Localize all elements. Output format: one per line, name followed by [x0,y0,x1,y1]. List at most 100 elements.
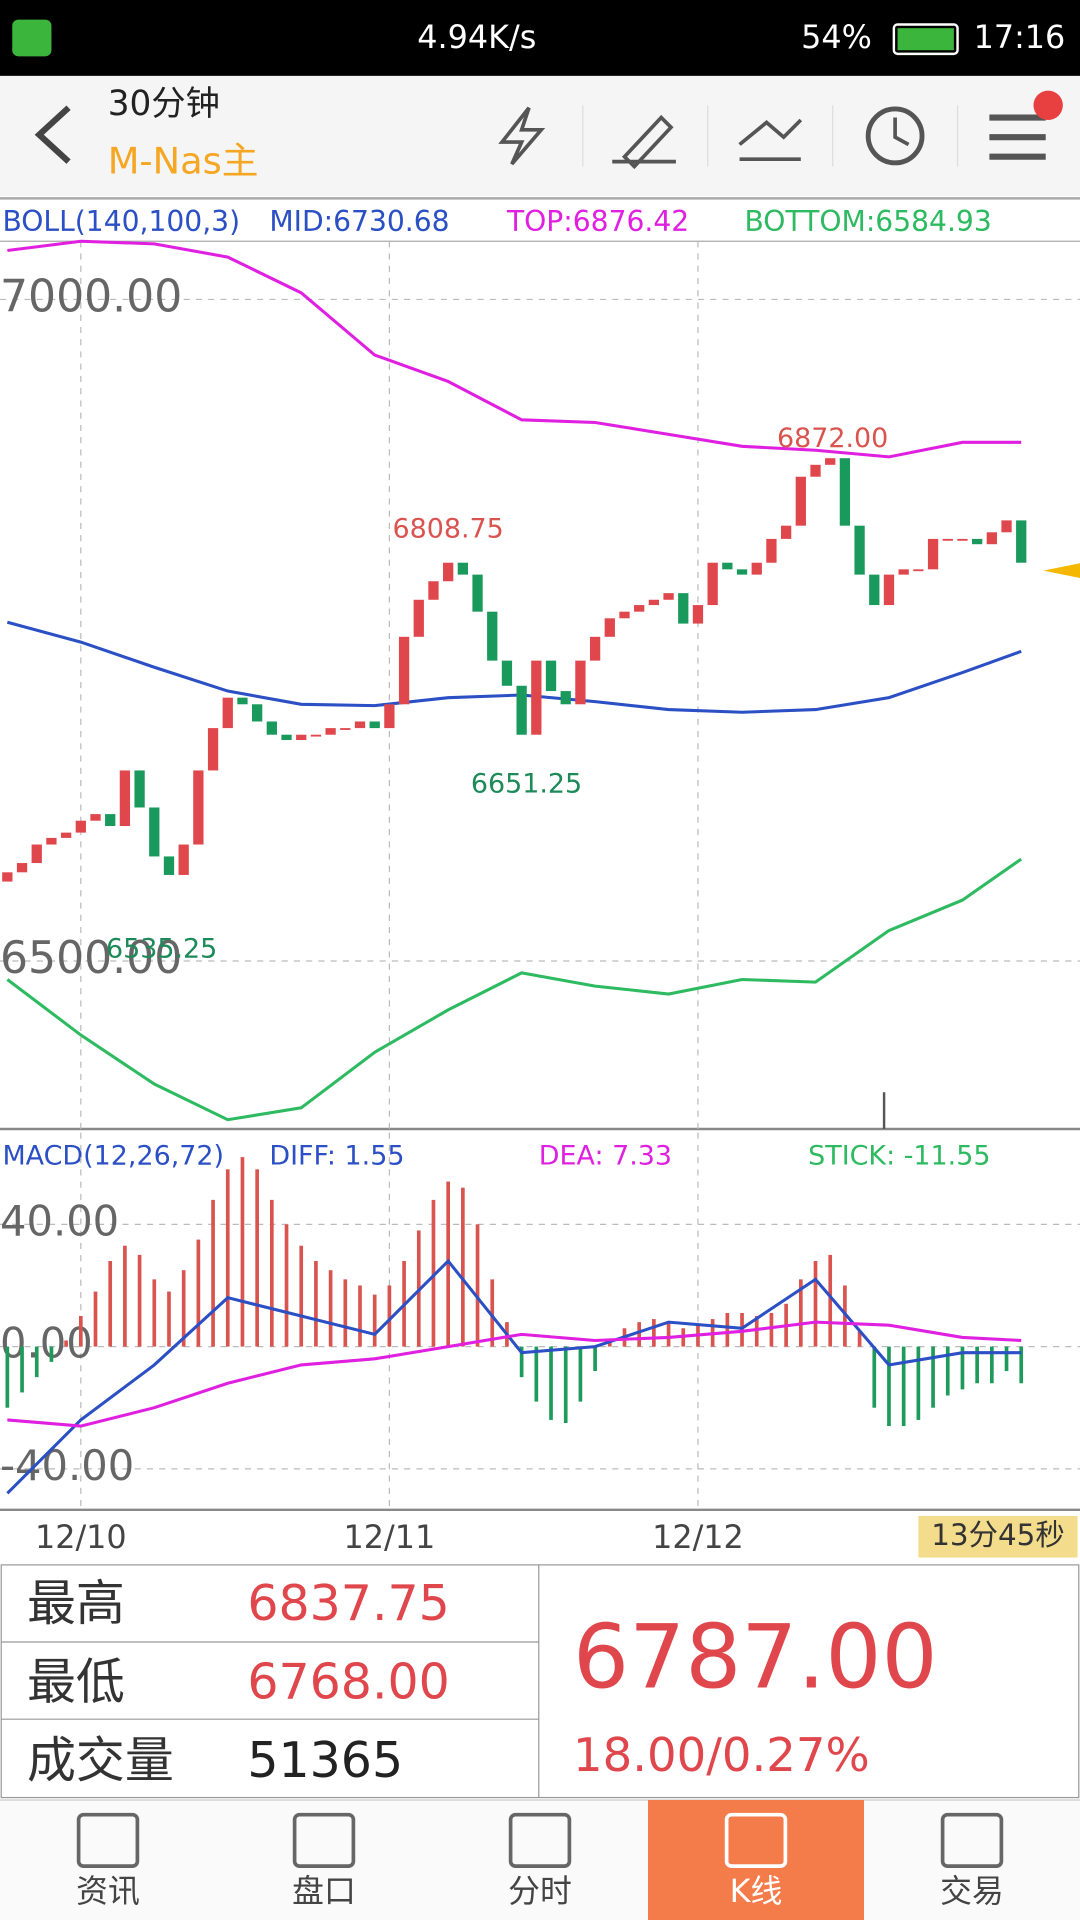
net-speed: 4.94K/s [417,18,536,56]
candle [913,569,924,572]
tab-label[interactable]: 资讯 [76,1872,140,1910]
macd-bar [960,1346,965,1390]
candle [428,581,439,600]
tab-label[interactable]: 盘口 [292,1872,356,1910]
candle [134,770,145,808]
low-annotation: 6535.25 [106,934,217,965]
boll-mid: MID:6730.68 [269,205,449,238]
tab-icon [76,1812,140,1868]
header [0,75,1080,196]
macd-indicator: MACD(12,26,72) [2,1141,224,1172]
macd-bar [563,1346,568,1423]
line-series [7,239,1022,459]
flash-button[interactable] [498,106,546,166]
candle [457,562,468,575]
candle [531,660,542,735]
candle [780,525,792,539]
macd-bar [5,1346,10,1408]
candle [354,721,366,729]
candle [604,618,615,637]
candle [545,660,557,692]
macd-bar [108,1261,113,1347]
menu-button[interactable] [989,114,1046,160]
macd-bar [666,1322,671,1347]
candle [60,832,72,838]
tab-label[interactable]: 分时 [508,1872,572,1910]
candle [869,574,880,606]
indicator-button[interactable] [738,118,803,162]
price-marker [1043,563,1080,578]
line-series [6,1258,1022,1495]
candle [766,538,777,563]
candle [207,728,219,771]
candle [75,820,86,833]
info-value: 51365 [247,1732,403,1789]
candle [266,721,277,735]
candle [795,476,806,526]
candle [839,458,851,526]
notify-badge [1033,90,1063,120]
macd-bar [446,1181,450,1347]
tab-icon [508,1812,572,1868]
macd-bar [798,1279,803,1347]
tab-label[interactable]: K线 [730,1872,783,1910]
symbol[interactable]: M-Nas主 [108,139,259,182]
back-button[interactable] [34,105,71,164]
candle [369,721,380,729]
macd-bar [519,1346,524,1378]
candle [310,734,322,737]
tab-icon [724,1812,788,1868]
macd-bar [181,1270,186,1347]
candle [810,464,821,477]
candle [472,574,483,612]
macd-bar [255,1169,259,1347]
macd-bar [975,1346,979,1384]
macd-bar [607,1340,612,1347]
candle [90,814,101,821]
candle [119,770,131,827]
tab-label[interactable]: 交易 [940,1872,1004,1910]
boll-indicator: BOLL(140,100,3) [2,205,240,238]
history-button[interactable] [865,106,925,166]
period[interactable]: 30分钟 [108,84,220,124]
candle [31,844,42,864]
candle [986,532,997,545]
x-tick-label: 12/11 [344,1518,436,1556]
macd-bar [578,1346,583,1402]
macd-bar [1004,1346,1009,1372]
candle [398,636,410,705]
tab-icon [940,1812,1004,1868]
candle [634,605,645,612]
candle [707,562,718,606]
candle [854,525,865,575]
macd-bar [152,1279,157,1347]
candle [105,814,116,827]
candle [1016,520,1027,563]
macd-bar [64,1340,68,1347]
macd-bar [754,1316,759,1347]
macd-bar [813,1261,818,1347]
candle [237,697,248,705]
macd-bar [211,1199,215,1347]
y-tick-label: 6500.00 [0,933,182,984]
macd-bar [270,1199,274,1347]
macd-bar [931,1346,935,1408]
macd-bar [225,1169,230,1347]
low-annotation: 6651.25 [471,768,582,799]
candle [942,538,953,541]
candle [487,611,498,661]
candle [516,685,527,735]
y-tick-label: 7000.00 [0,271,182,322]
candle [1001,520,1012,533]
candle [678,593,689,624]
boll-bottom: BOTTOM:6584.93 [744,205,991,238]
macd-bar [167,1291,171,1347]
macd-bar [828,1254,833,1347]
candle [16,863,28,873]
battery-icon [892,23,959,56]
macd-bar [299,1245,304,1347]
draw-button[interactable] [612,114,676,170]
macd-bar [490,1279,495,1347]
macd-bar [49,1346,54,1362]
x-tick-label: 12/10 [35,1518,127,1556]
